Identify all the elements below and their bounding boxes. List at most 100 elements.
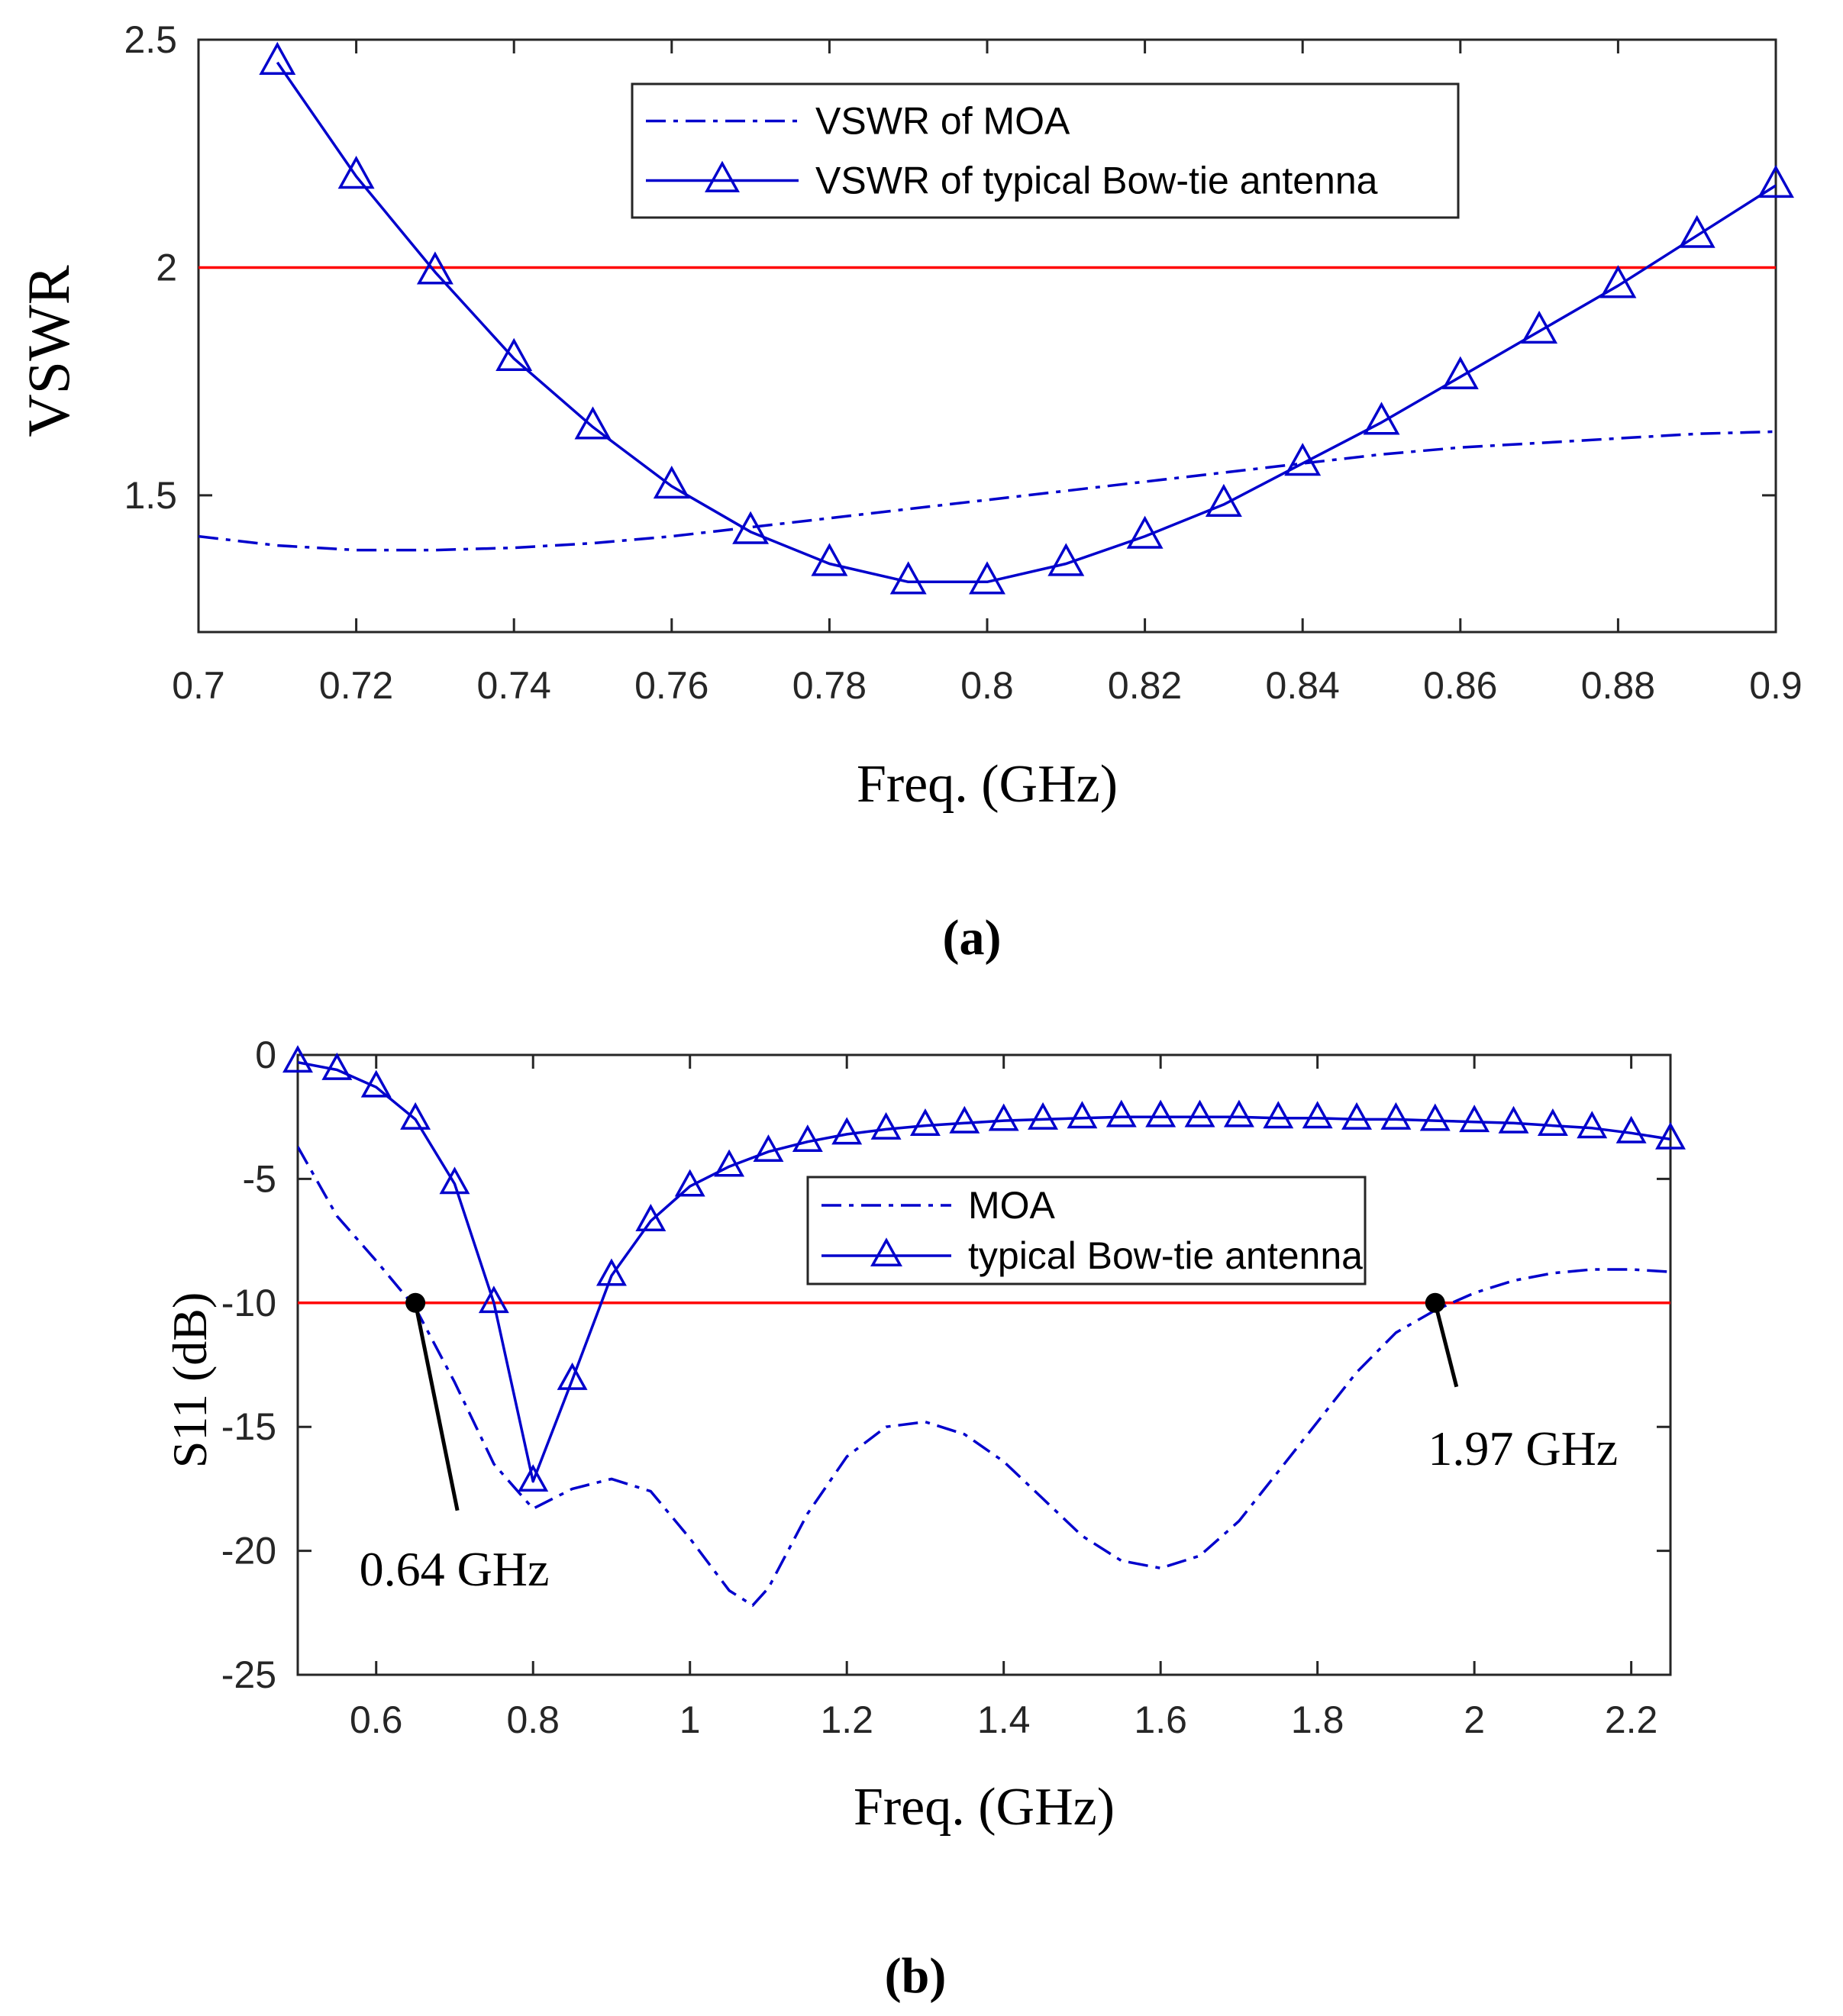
panel-a-data-point xyxy=(1678,215,1716,248)
panel-b-data-point xyxy=(1380,1102,1412,1130)
panel-a-data-point xyxy=(1126,515,1164,549)
panel-a-data-point xyxy=(495,337,533,371)
panel-b-data-point xyxy=(831,1117,863,1145)
panel-a-x-tick-label: 0.72 xyxy=(319,664,393,707)
panel-a-data-point xyxy=(1441,356,1479,389)
panel-b-data-point xyxy=(1459,1105,1490,1133)
panel-a-y-tick-label: 2 xyxy=(156,246,177,289)
panel-b-y-tick-label: 0 xyxy=(255,1034,276,1076)
panel-b-data-point xyxy=(1615,1115,1647,1143)
panel-a-legend-marker xyxy=(705,160,740,192)
panel-b-x-tick-label: 0.6 xyxy=(350,1698,403,1741)
panel-b-series-1 xyxy=(298,1060,1670,1483)
panel-a-x-tick-label: 0.82 xyxy=(1108,664,1182,707)
panel-a-legend-label: VSWR of typical Bow-tie antenna xyxy=(815,160,1378,202)
panel-b-data-point xyxy=(439,1166,470,1195)
panel-b-x-tick-label: 1.2 xyxy=(820,1698,873,1741)
panel-b-data-point xyxy=(714,1149,745,1177)
panel-b-y-tick-label: -20 xyxy=(221,1530,276,1572)
panel-b-data-point xyxy=(518,1464,549,1492)
panel-a-x-axis-title: Freq. (GHz) xyxy=(857,755,1118,814)
panel-a-x-tick-label: 0.7 xyxy=(172,664,225,707)
panel-b-data-point xyxy=(949,1105,980,1134)
panel-b-data-point xyxy=(1537,1108,1568,1136)
panel-b-data-point xyxy=(1184,1099,1215,1127)
panel-b-legend: MOA typical Bow-tie antenna xyxy=(806,1176,1367,1285)
panel-b-series-0 xyxy=(298,1146,1670,1607)
panel-a-data-point xyxy=(811,543,848,576)
panel-b-annotation-leader xyxy=(413,1302,460,1511)
panel-b-annotation-label: 0.64 GHz xyxy=(360,1542,550,1596)
panel-a-data-point xyxy=(969,561,1005,595)
panel-b-axes-box xyxy=(296,1053,1672,1676)
panel-b-data-point xyxy=(596,1258,627,1286)
panel-b-y-tick-label: -5 xyxy=(243,1157,276,1200)
panel-a-chart: 0.7 0.72 0.74 0.76 0.78 0.8 0.82 0.84 0.86 0.88 0.… xyxy=(15,18,1803,966)
panel-a-y-tick-label: 1.5 xyxy=(124,474,177,517)
panel-b-data-point xyxy=(400,1102,431,1130)
panel-b-data-point xyxy=(870,1111,902,1140)
panel-b-data-point xyxy=(988,1103,1019,1131)
panel-a-data-point xyxy=(337,156,375,189)
panel-b-x-tick-label: 2 xyxy=(1464,1698,1485,1741)
panel-b-data-point xyxy=(282,1045,313,1073)
panel-b-data-point xyxy=(753,1134,784,1163)
panel-a-legend-box xyxy=(631,82,1460,219)
panel-a-x-tick-label: 0.76 xyxy=(634,664,708,707)
panel-b-annotation-label: 1.97 GHz xyxy=(1428,1421,1618,1476)
panel-b-annotation-leader xyxy=(1433,1302,1459,1388)
panel-a-data-point xyxy=(1599,265,1637,298)
panel-b-data-point xyxy=(1067,1101,1098,1129)
panel-b-data-point xyxy=(1028,1102,1059,1130)
panel-a-panel-label: (a) xyxy=(943,910,1002,966)
panel-b-y-axis-title: S11 (dB) xyxy=(163,1292,217,1469)
panel-b-annotation-point xyxy=(1425,1292,1445,1313)
panel-b-chart: 0.6 0.8 1 1.2 1.4 1.6 1.8 2 2.2 0 -5 -10 -15 -20 -25 0.… xyxy=(163,1034,1686,2004)
panel-b-data-point xyxy=(478,1285,509,1314)
panel-a-data-point xyxy=(1363,402,1400,435)
panel-b-data-point xyxy=(909,1108,941,1136)
panel-b-panel-label: (b) xyxy=(885,1948,947,2004)
panel-b-x-tick-label: 1.8 xyxy=(1291,1698,1344,1741)
panel-a-data-point xyxy=(889,561,927,595)
panel-b-x-tick-label: 1.4 xyxy=(977,1698,1031,1741)
panel-b-x-tick-label: 1.6 xyxy=(1134,1698,1187,1741)
panel-a-data-point xyxy=(1047,543,1085,576)
panel-a-data-point xyxy=(653,465,690,499)
panel-b-data-point xyxy=(1419,1103,1451,1131)
panel-a-x-tick-label: 0.86 xyxy=(1423,664,1497,707)
panel-a-x-tick-label: 0.9 xyxy=(1749,664,1803,707)
panel-a-series-line xyxy=(199,430,1776,552)
panel-b-y-tick-label: -15 xyxy=(221,1405,276,1448)
panel-b-legend-label: typical Bow-tie antenna xyxy=(968,1234,1363,1277)
panel-a-data-point xyxy=(1521,310,1558,344)
panel-b-data-point xyxy=(1498,1105,1529,1134)
panel-b-data-point xyxy=(1223,1099,1254,1127)
panel-b-x-tick-label: 1 xyxy=(679,1698,701,1741)
panel-a-data-point xyxy=(574,406,612,440)
panel-b-data-point xyxy=(792,1124,823,1153)
panel-b-x-axis-title: Freq. (GHz) xyxy=(854,1778,1115,1837)
panel-a-data-point xyxy=(416,251,453,285)
panel-b-series-line xyxy=(298,1060,1670,1483)
panel-a-x-tick-label: 0.78 xyxy=(792,664,867,707)
panel-a-x-tick-label: 0.88 xyxy=(1581,664,1655,707)
panel-b-y-tick-label: -10 xyxy=(221,1282,276,1324)
panel-b-data-point xyxy=(1577,1111,1608,1139)
panel-b-annotation-point xyxy=(405,1292,426,1313)
panel-a-x-tick-label: 0.84 xyxy=(1266,664,1340,707)
panel-b-data-point xyxy=(674,1169,705,1197)
panel-b-data-point xyxy=(1145,1099,1176,1127)
panel-a-legend: VSWR of MOA VSWR of typical Bow-tie anten… xyxy=(631,82,1460,219)
panel-a-y-tick-label: 2.5 xyxy=(124,18,177,61)
panel-b-y-tick-label: -25 xyxy=(221,1653,276,1696)
panel-b-series-line xyxy=(298,1146,1670,1607)
panel-a-series-0 xyxy=(199,430,1776,552)
panel-a-y-axis-title: VSWR xyxy=(15,265,82,437)
panel-a-data-point xyxy=(1757,164,1794,198)
panel-b-data-point xyxy=(557,1362,588,1390)
panel-a-legend-label: VSWR of MOA xyxy=(815,100,1070,143)
panel-b-legend-label: MOA xyxy=(968,1184,1056,1227)
panel-b-data-point xyxy=(1105,1099,1137,1127)
